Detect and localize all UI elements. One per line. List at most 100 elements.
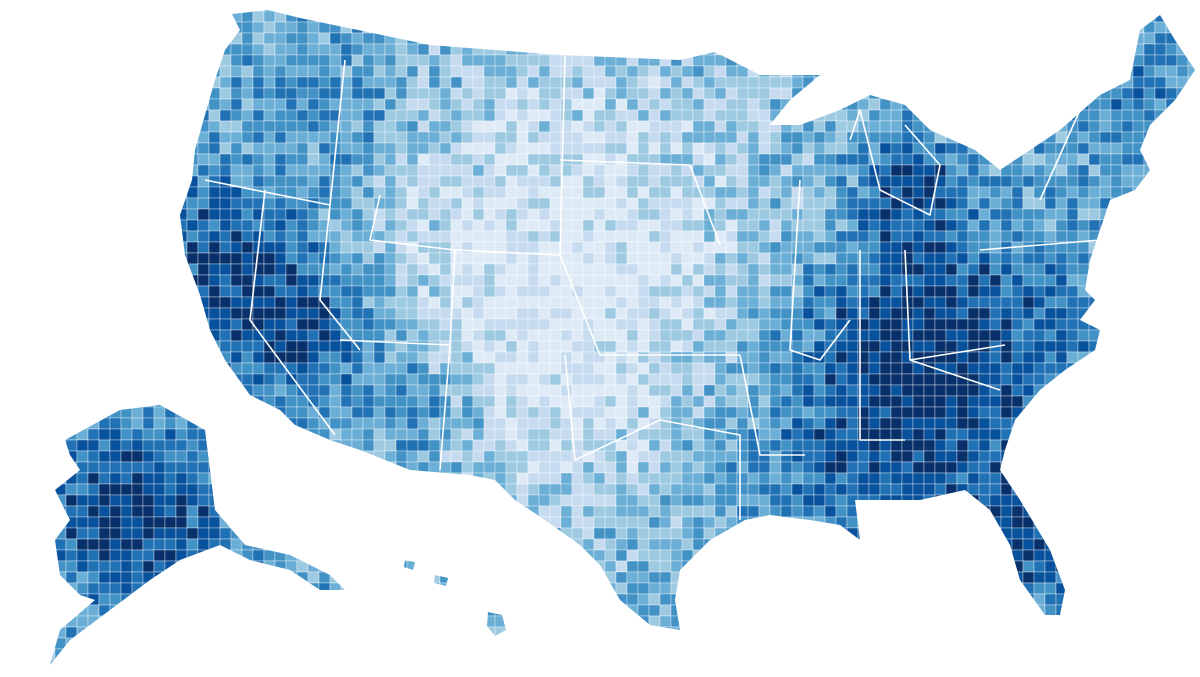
county-cell [131, 98, 144, 111]
county-cell [681, 428, 694, 441]
county-cell [813, 175, 826, 188]
county-cell [725, 43, 738, 56]
county-cell [131, 131, 144, 144]
county-cell [1033, 450, 1046, 463]
county-cell [208, 395, 221, 408]
county-cell [1132, 21, 1145, 34]
county-cell [1044, 252, 1057, 265]
county-cell [208, 230, 221, 243]
county-cell [395, 131, 408, 144]
county-cell [1055, 351, 1068, 364]
county-cell [648, 307, 661, 320]
county-cell [87, 21, 100, 34]
county-cell [1176, 406, 1189, 419]
county-cell [65, 43, 78, 56]
county-cell [285, 384, 298, 397]
county-cell [164, 109, 177, 122]
county-cell [1022, 186, 1035, 199]
county-cell [120, 252, 133, 265]
county-cell [923, 340, 936, 353]
county-cell [879, 65, 892, 78]
county-cell [835, 98, 848, 111]
county-cell [164, 340, 177, 353]
county-cell [659, 186, 672, 199]
county-cell [1165, 10, 1178, 12]
county-cell [22, 11, 33, 22]
county-cell [87, 43, 100, 56]
county-cell [417, 175, 430, 188]
county-cell [252, 87, 265, 100]
county-cell [439, 329, 452, 342]
county-cell [835, 461, 848, 474]
county-cell [868, 186, 881, 199]
county-cell [142, 21, 155, 34]
county-cell [703, 318, 716, 331]
county-cell [846, 307, 859, 320]
county-cell [1055, 76, 1068, 89]
county-cell [626, 362, 639, 375]
county-cell [967, 65, 980, 78]
county-cell [890, 76, 903, 89]
county-cell [208, 263, 221, 276]
county-cell [1033, 208, 1046, 221]
county-cell [54, 21, 67, 34]
county-cell [736, 142, 749, 155]
county-cell [516, 329, 529, 342]
county-cell [186, 340, 199, 353]
county-cell [406, 87, 419, 100]
county-cell [395, 186, 408, 199]
county-cell [197, 428, 210, 441]
county-cell [285, 32, 298, 45]
county-cell [109, 351, 122, 364]
county-cell [296, 263, 309, 276]
county-cell [142, 10, 155, 12]
county-cell [1011, 274, 1024, 287]
county-cell [615, 296, 628, 309]
county-cell [901, 186, 914, 199]
county-cell [1088, 65, 1101, 78]
county-cell [505, 241, 518, 254]
county-cell [637, 252, 650, 265]
county-cell [1132, 395, 1145, 408]
county-cell [912, 472, 925, 485]
county-cell [978, 175, 991, 188]
county-cell [472, 120, 485, 133]
county-cell [439, 252, 452, 265]
county-cell [725, 483, 738, 496]
county-cell [142, 351, 155, 364]
county-cell [879, 439, 892, 452]
county-cell [1000, 252, 1013, 265]
county-cell [76, 384, 89, 397]
county-cell [1099, 450, 1112, 463]
county-cell [956, 76, 969, 89]
county-cell [868, 65, 881, 78]
county-cell [318, 230, 331, 243]
county-cell [98, 241, 111, 254]
county-cell [857, 153, 870, 166]
county-cell [175, 351, 188, 364]
county-cell [934, 142, 947, 155]
county-cell [1176, 472, 1189, 485]
county-cell [329, 285, 342, 298]
county-cell [428, 483, 441, 496]
county-cell [186, 406, 199, 419]
county-cell [1044, 131, 1057, 144]
county-cell [98, 395, 111, 408]
county-cell [769, 395, 782, 408]
county-cell [659, 439, 672, 452]
county-cell [505, 208, 518, 221]
county-cell [329, 263, 342, 276]
county-cell [648, 109, 661, 122]
county-cell [307, 406, 320, 419]
county-cell [769, 384, 782, 397]
county-cell [945, 439, 958, 452]
county-cell [1000, 472, 1013, 485]
county-cell [197, 263, 210, 276]
county-cell [1176, 318, 1189, 331]
county-cell [648, 318, 661, 331]
county-cell [681, 439, 694, 452]
county-cell [54, 197, 67, 210]
county-cell [472, 142, 485, 155]
county-cell [857, 197, 870, 210]
county-cell [142, 164, 155, 177]
